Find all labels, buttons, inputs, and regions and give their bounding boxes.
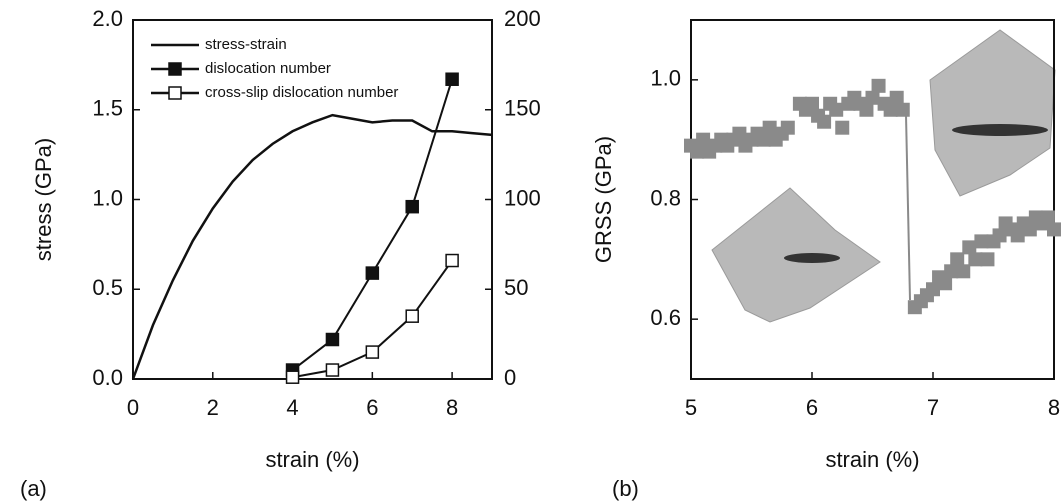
inset-surface-left [712,188,880,322]
legend-label: cross-slip dislocation number [205,84,398,101]
x-tick-label: 8 [446,395,458,420]
marker [757,133,771,147]
marker [406,310,418,322]
marker [1047,222,1061,236]
marker [366,267,378,279]
marker [872,79,886,93]
marker [968,252,982,266]
marker [1023,222,1037,236]
inset-surface-right [930,30,1055,196]
marker [926,282,940,296]
marker [406,201,418,213]
y-axis-title: stress (GPa) [31,138,56,261]
marker [884,103,898,117]
marker [938,276,952,290]
figure: 0 2 4 6 8 0.0 0.5 1.0 1.5 2.0 0 50 100 150 200 strain (… [0,0,1064,504]
y-axis-title: GRSS (GPa) [591,136,616,263]
marker [326,334,338,346]
marker [805,97,819,111]
y-tick-label: 0.8 [650,185,681,210]
marker [944,264,958,278]
y2-tick-label: 0 [504,365,516,390]
x-tick-label: 8 [1048,395,1060,420]
legend-marker [169,87,181,99]
y-tick-label: 0.5 [92,275,123,300]
marker [980,252,994,266]
marker [366,346,378,358]
transition-line [906,115,910,300]
y2-tick-label: 150 [504,96,541,121]
marker [829,103,843,117]
y-tick-label: 0.6 [650,305,681,330]
marker [696,133,710,147]
x-axis-title: strain (%) [825,447,919,472]
marker [859,103,873,117]
marker [866,91,880,105]
x-tick-label: 2 [207,395,219,420]
marker [446,255,458,267]
marker [890,91,904,105]
x-tick-label: 6 [806,395,818,420]
marker [287,371,299,383]
y-tick-label: 1.0 [92,185,123,210]
series-line [133,115,492,379]
x-tick-label: 0 [127,395,139,420]
marker [817,115,831,129]
legend-label: stress-strain [205,36,287,53]
marker [446,73,458,85]
y2-tick-label: 200 [504,6,541,31]
x-axis-title: strain (%) [265,447,359,472]
y-tick-label: 1.5 [92,96,123,121]
panel-label: (a) [20,476,47,501]
marker [956,264,970,278]
y-tick-label: 2.0 [92,6,123,31]
marker [962,240,976,254]
marker [690,145,704,159]
legend-label: dislocation number [205,60,331,77]
y-tick-label: 1.0 [650,66,681,91]
y2-tick-label: 100 [504,185,541,210]
marker [781,121,795,135]
marker [763,121,777,135]
x-tick-label: 7 [927,395,939,420]
x-tick-label: 6 [366,395,378,420]
y2-tick-label: 50 [504,275,528,300]
marker [1041,210,1055,224]
panel-label: (b) [612,476,639,501]
marker [326,364,338,376]
marker [732,127,746,141]
marker [1011,228,1025,242]
legend-marker [169,63,181,75]
marker [950,252,964,266]
x-tick-label: 5 [685,395,697,420]
page: {"chart_data": [ {"type": "line", "label… [0,0,1064,504]
marker [835,121,849,135]
x-tick-label: 4 [286,395,298,420]
y-tick-label: 0.0 [92,365,123,390]
marker [974,234,988,248]
marker [896,103,910,117]
marker [993,228,1007,242]
